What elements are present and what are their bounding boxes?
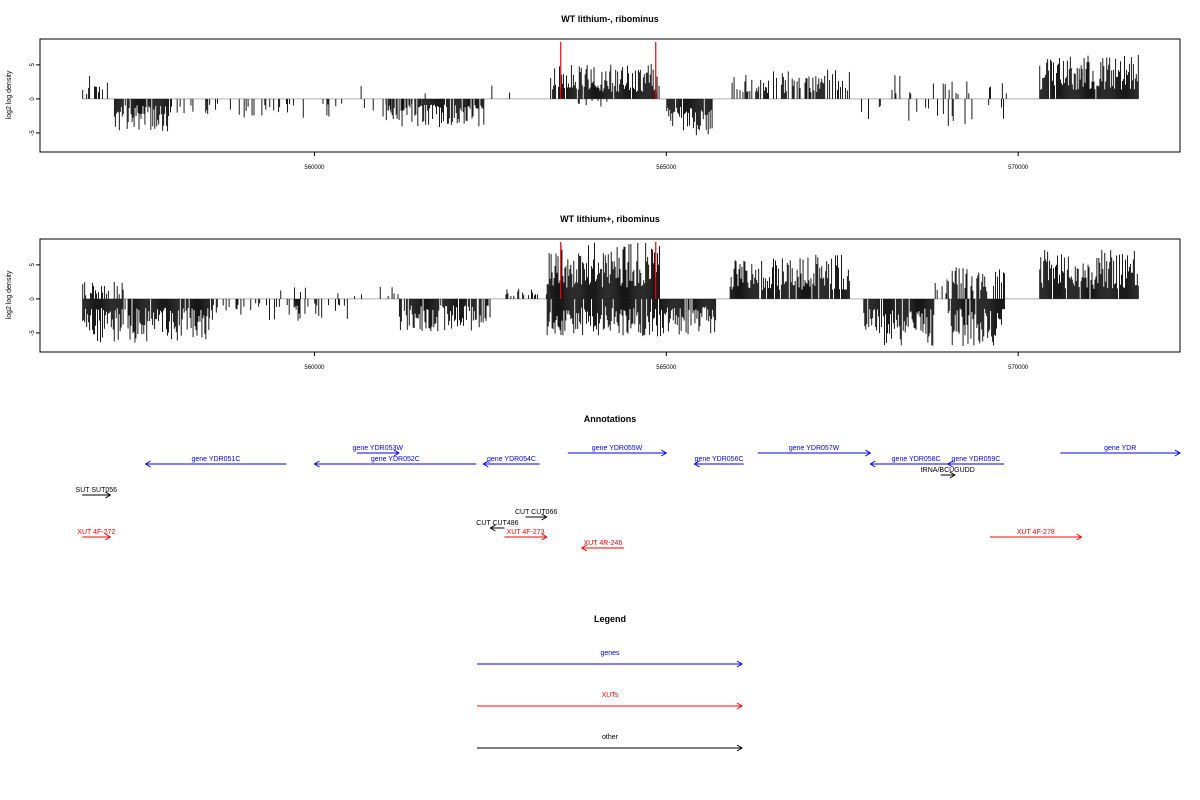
track-title: WT lithium-, ribominus — [561, 14, 659, 24]
legend-item: XUTs — [477, 692, 743, 710]
coverage-bars — [82, 242, 1139, 346]
arrow-head — [393, 449, 400, 457]
annotation-label: gene YDR058C — [892, 456, 941, 463]
plot-frame — [39, 238, 1181, 353]
track-panel-lithium-plus: WT lithium+, ribominus log2 log density … — [6, 214, 1181, 371]
annotation-gene: gene YDR058C — [869, 456, 962, 468]
arrow-head — [105, 533, 112, 541]
y-axis-label: log2 log density — [6, 70, 13, 119]
annotation-other: CUT CUT066 — [515, 509, 557, 521]
annotation-label: gene YDR057W — [789, 445, 840, 452]
arrow-head — [1076, 533, 1083, 541]
annotation-label: gene YDR054C — [487, 456, 536, 463]
annotation-label: gene YDR059C — [951, 456, 1000, 463]
arrow-head — [736, 702, 743, 710]
arrow-head — [489, 524, 496, 532]
arrow-head — [946, 460, 954, 468]
arrow-head — [661, 449, 668, 457]
x-tick-label: 565000 — [656, 365, 677, 371]
plot-frame — [39, 38, 1181, 153]
track-title: WT lithium+, ribominus — [560, 214, 660, 224]
coverage-bars — [82, 42, 1139, 136]
annotation-label: gene YDR051C — [191, 456, 240, 463]
x-tick-label: 565000 — [656, 165, 677, 171]
annotation-label: XUT 4R-246 — [584, 540, 623, 547]
annotation-label: gene YDR — [1104, 445, 1136, 452]
annotation-gene: gene YDR052C — [313, 456, 477, 468]
arrow-head — [541, 533, 548, 541]
annotation-gene: gene YDR051C — [144, 456, 287, 468]
arrow-head — [482, 460, 489, 468]
annotation-gene: gene YDR055W — [567, 445, 668, 457]
annotation-label: CUT CUT486 — [476, 520, 518, 527]
annotation-label: gene YDR053W — [353, 445, 404, 452]
annotation-gene: gene YDR059C — [946, 456, 1005, 468]
annotation-other: SUT SUT056 — [76, 487, 118, 499]
annotations-title: Annotations — [584, 414, 637, 424]
y-axis: -5 0 5 — [30, 263, 40, 336]
annotation-label: SUT SUT056 — [76, 487, 118, 494]
annotation-other: CUT CUT486 — [476, 520, 519, 532]
arrow-head — [541, 513, 548, 521]
annotation-xut: XUT 4F-278 — [990, 529, 1083, 541]
y-tick-label: 0 — [30, 297, 36, 301]
annotation-label: gene YDR052C — [371, 456, 420, 463]
y-axis-label: log2 log density — [6, 270, 13, 319]
annotation-xut: XUT 4F-272 — [77, 529, 115, 541]
y-axis: -5 0 5 — [30, 63, 40, 136]
annotations-track: Annotations gene YDR051C gene YDR052Cgene… — [76, 414, 1181, 552]
arrow-head — [580, 544, 588, 552]
annotation-features: gene YDR051C gene YDR052C gene YDR053W gene… — [76, 445, 1181, 552]
annotation-label: XUT 4F-272 — [77, 529, 115, 536]
annotation-xut: XUT 4F-273 — [504, 529, 548, 541]
arrow-head — [144, 460, 151, 468]
arrow-head — [105, 491, 112, 499]
x-axis: 560000 565000 570000 — [304, 152, 1029, 171]
y-tick-label: 5 — [30, 63, 36, 67]
annotation-gene: gene YDR — [1060, 445, 1181, 457]
arrow-head — [736, 660, 743, 668]
annotation-label: gene YDR055W — [592, 445, 643, 452]
annotation-other: tRNA/BCUGUDD — [921, 467, 975, 479]
x-tick-label: 560000 — [304, 165, 325, 171]
x-tick-label: 570000 — [1008, 365, 1029, 371]
y-tick-label: -5 — [30, 130, 36, 136]
legend-item: other — [477, 734, 743, 752]
legend-items: genes XUTs other — [477, 650, 743, 752]
arrow-head — [313, 460, 320, 468]
x-tick-label: 560000 — [304, 365, 325, 371]
legend-item: genes — [477, 650, 743, 668]
track-panel-lithium-minus: WT lithium-, ribominus log2 log density … — [6, 14, 1181, 171]
arrow-head — [869, 460, 876, 468]
legend-label: genes — [600, 650, 620, 657]
y-tick-label: -5 — [30, 330, 36, 336]
annotation-gene: gene YDR057W — [757, 445, 872, 457]
y-tick-label: 5 — [30, 263, 36, 267]
annotation-label: gene YDR056C — [695, 456, 744, 463]
x-tick-label: 570000 — [1008, 165, 1029, 171]
legend-label: other — [602, 734, 619, 741]
y-tick-label: 0 — [30, 97, 36, 101]
annotation-label: XUT 4F-273 — [507, 529, 545, 536]
legend-title: Legend — [594, 614, 626, 624]
arrow-head — [693, 460, 700, 468]
annotation-xut: XUT 4R-246 — [580, 540, 625, 552]
annotation-gene: gene YDR054C — [482, 456, 540, 468]
annotation-gene: gene YDR053W — [353, 445, 404, 457]
x-axis: 560000 565000 570000 — [304, 352, 1029, 371]
annotation-label: XUT 4F-278 — [1017, 529, 1055, 536]
arrow-head — [865, 449, 872, 457]
annotation-gene: gene YDR056C — [693, 456, 744, 468]
legend: Legend genes XUTs other — [477, 614, 743, 752]
annotation-label: tRNA/BCUGUDD — [921, 467, 975, 474]
arrow-head — [1174, 449, 1181, 457]
arrow-head — [949, 471, 956, 479]
legend-label: XUTs — [602, 692, 619, 699]
arrow-head — [736, 744, 743, 752]
annotation-label: CUT CUT066 — [515, 509, 557, 516]
